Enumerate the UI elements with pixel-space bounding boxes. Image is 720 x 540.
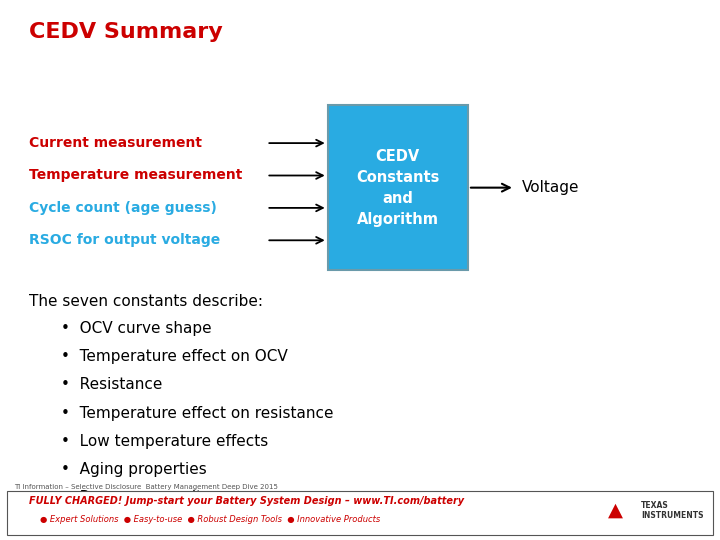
Text: RSOC for output voltage: RSOC for output voltage <box>29 233 220 247</box>
Text: TEXAS
INSTRUMENTS: TEXAS INSTRUMENTS <box>641 501 703 520</box>
Text: •  Resistance: • Resistance <box>61 377 163 393</box>
Text: •  Temperature effect on resistance: • Temperature effect on resistance <box>61 406 333 421</box>
Text: Voltage: Voltage <box>522 180 580 195</box>
Text: •  Aging properties: • Aging properties <box>61 462 207 477</box>
Bar <box>7 491 713 535</box>
Text: ▲: ▲ <box>608 501 623 520</box>
Text: FULLY CHARGED! Jump-start your Battery System Design – www.TI.com/battery: FULLY CHARGED! Jump-start your Battery S… <box>29 496 464 506</box>
Text: Cycle count (age guess): Cycle count (age guess) <box>29 201 217 215</box>
Text: •  Reserve capacity: • Reserve capacity <box>61 490 212 505</box>
Text: •  Temperature effect on OCV: • Temperature effect on OCV <box>61 349 288 364</box>
Text: TI Information – Selective Disclosure  Battery Management Deep Dive 2015: TI Information – Selective Disclosure Ba… <box>14 484 278 490</box>
Bar <box>598 494 698 526</box>
Text: Current measurement: Current measurement <box>29 136 202 150</box>
Bar <box>328 105 468 270</box>
Text: CEDV
Constants
and
Algorithm: CEDV Constants and Algorithm <box>356 148 439 227</box>
Text: CEDV Summary: CEDV Summary <box>29 22 222 42</box>
Text: ● Expert Solutions  ● Easy-to-use  ● Robust Design Tools  ● Innovative Products: ● Expert Solutions ● Easy-to-use ● Robus… <box>40 515 380 524</box>
Text: •  Low temperature effects: • Low temperature effects <box>61 434 269 449</box>
Text: •  OCV curve shape: • OCV curve shape <box>61 321 212 336</box>
Text: The seven constants describe:: The seven constants describe: <box>29 294 263 309</box>
Text: Temperature measurement: Temperature measurement <box>29 168 242 183</box>
